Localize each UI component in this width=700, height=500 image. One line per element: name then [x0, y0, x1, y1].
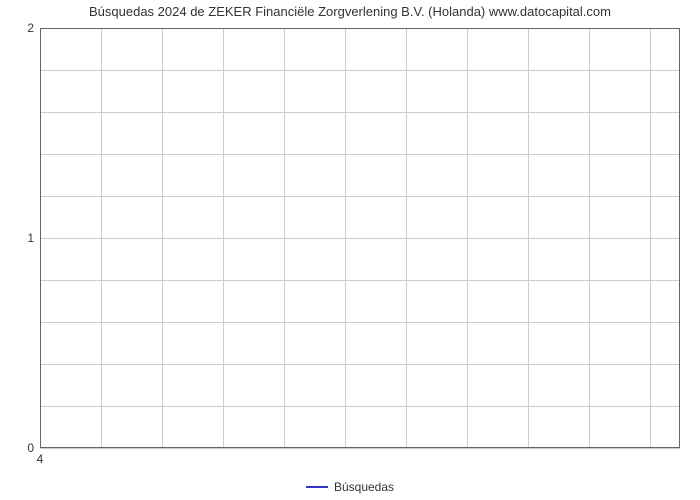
- plot-border-top: [40, 28, 680, 29]
- gridline-horizontal: [40, 280, 680, 281]
- gridline-horizontal: [40, 112, 680, 113]
- x-tick-label: 4: [37, 448, 44, 466]
- gridline-horizontal: [40, 196, 680, 197]
- gridline-vertical: [101, 28, 102, 448]
- gridline-vertical: [406, 28, 407, 448]
- y-tick-label: 2: [27, 21, 40, 35]
- plot-border-right: [679, 28, 680, 448]
- legend: Búsquedas: [0, 475, 700, 494]
- gridline-horizontal: [40, 448, 680, 449]
- gridline-horizontal: [40, 238, 680, 239]
- gridline-horizontal: [40, 364, 680, 365]
- gridline-vertical: [162, 28, 163, 448]
- plot-border-left: [40, 28, 41, 448]
- chart-container: Búsquedas 2024 de ZEKER Financiële Zorgv…: [0, 0, 700, 500]
- gridline-vertical: [467, 28, 468, 448]
- legend-swatch: [306, 486, 328, 488]
- gridline-vertical: [589, 28, 590, 448]
- legend-label: Búsquedas: [334, 480, 394, 494]
- plot-border-bottom: [40, 447, 680, 448]
- y-tick-label: 1: [27, 231, 40, 245]
- gridline-vertical: [223, 28, 224, 448]
- legend-item-busquedas: Búsquedas: [306, 480, 394, 494]
- chart-title: Búsquedas 2024 de ZEKER Financiële Zorgv…: [0, 4, 700, 19]
- gridline-vertical: [528, 28, 529, 448]
- gridline-horizontal: [40, 154, 680, 155]
- gridline-horizontal: [40, 70, 680, 71]
- gridline-vertical: [650, 28, 651, 448]
- gridline-horizontal: [40, 406, 680, 407]
- plot-area: 0124: [40, 28, 680, 448]
- gridline-vertical: [345, 28, 346, 448]
- gridline-vertical: [284, 28, 285, 448]
- gridline-horizontal: [40, 322, 680, 323]
